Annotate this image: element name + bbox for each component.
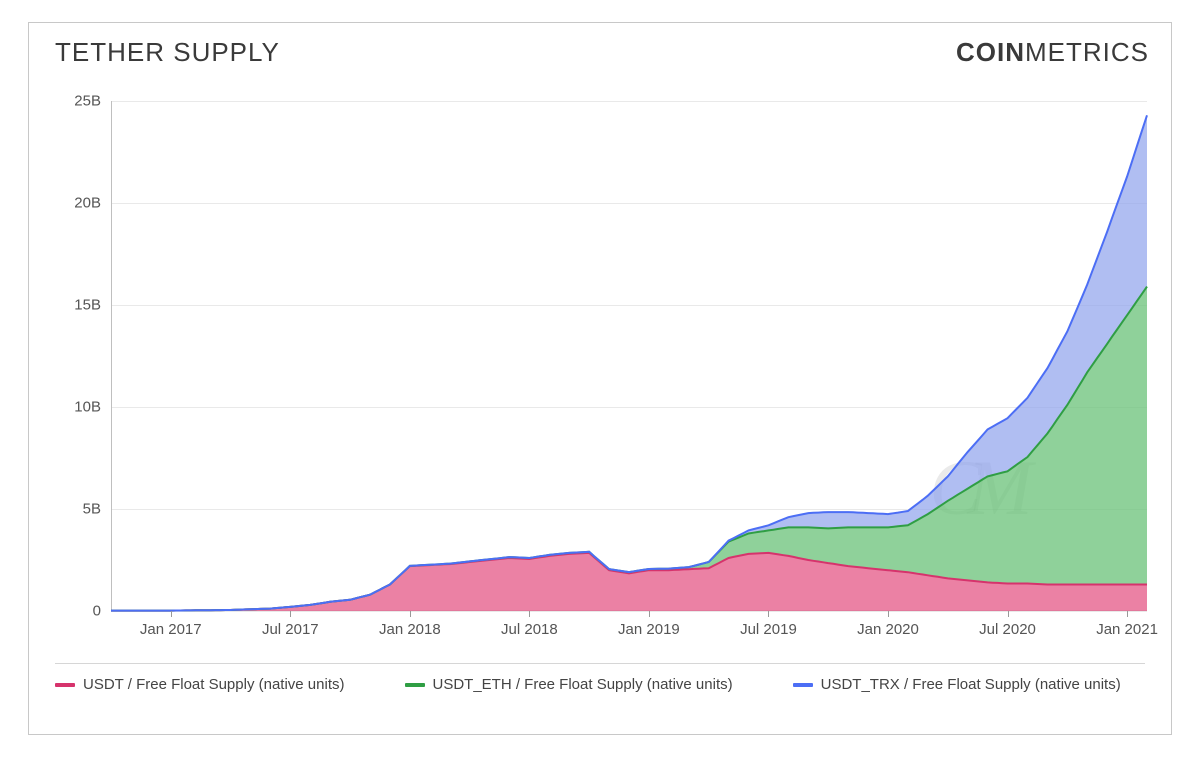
y-tick-label: 15B: [74, 297, 101, 314]
chart-title: TETHER SUPPLY: [55, 37, 280, 68]
brand-logo: COINMETRICS: [956, 37, 1149, 68]
y-tick-label: 10B: [74, 399, 101, 416]
legend-label: USDT / Free Float Supply (native units): [83, 676, 345, 693]
y-axis: 05B10B15B20B25B: [55, 101, 111, 611]
y-tick-label: 0: [93, 603, 101, 620]
legend-swatch: [55, 683, 75, 687]
x-axis: Jan 2017 Jul 2017 Jan 2018 Jul 2018 Jan 2019…: [111, 611, 1147, 643]
legend: USDT / Free Float Supply (native units) U…: [55, 663, 1145, 693]
legend-item: USDT_TRX / Free Float Supply (native uni…: [793, 676, 1121, 693]
x-tick-label: Jan 2021: [1096, 621, 1158, 638]
x-tick-label: Jan 2017: [140, 621, 202, 638]
legend-swatch: [405, 683, 425, 687]
y-tick-label: 5B: [83, 501, 101, 518]
x-tick-label: Jan 2020: [857, 621, 919, 638]
y-tick-label: 25B: [74, 93, 101, 110]
x-tick-label: Jan 2018: [379, 621, 441, 638]
logo-bold: COIN: [956, 37, 1025, 67]
x-tick-label: Jul 2020: [979, 621, 1036, 638]
x-tick-label: Jul 2019: [740, 621, 797, 638]
legend-label: USDT_ETH / Free Float Supply (native uni…: [433, 676, 733, 693]
legend-item: USDT / Free Float Supply (native units): [55, 676, 345, 693]
logo-light: METRICS: [1025, 37, 1149, 67]
chart-area: 05B10B15B20B25B CM Jan 2017Jul 2017Jan 2…: [55, 101, 1147, 643]
x-tick-label: Jul 2018: [501, 621, 558, 638]
legend-item: USDT_ETH / Free Float Supply (native uni…: [405, 676, 733, 693]
x-tick-label: Jan 2019: [618, 621, 680, 638]
plot-region: CM: [111, 101, 1147, 611]
legend-label: USDT_TRX / Free Float Supply (native uni…: [821, 676, 1121, 693]
chart-frame: TETHER SUPPLY COINMETRICS 0 5B 10B 15B 20B 25…: [28, 22, 1172, 735]
x-tick-label: Jul 2017: [262, 621, 319, 638]
area-series: [111, 101, 1147, 611]
header: TETHER SUPPLY COINMETRICS: [29, 23, 1171, 81]
y-tick-label: 20B: [74, 195, 101, 212]
legend-swatch: [793, 683, 813, 687]
